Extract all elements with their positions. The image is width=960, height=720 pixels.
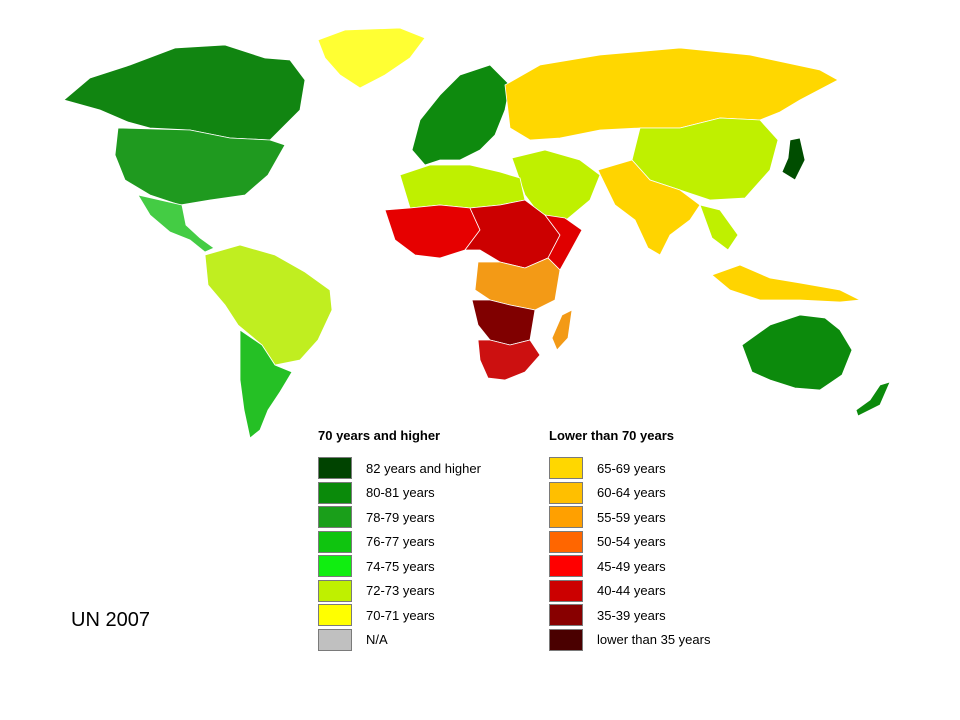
legend-item: 60-64 years: [549, 481, 710, 506]
region-australia: [741, 314, 853, 391]
region-south-africa: [477, 339, 541, 381]
legend-label: 76-77 years: [366, 534, 435, 550]
legend-label: 80-81 years: [366, 485, 435, 501]
legend-swatch: [549, 530, 583, 553]
region-russia: [504, 47, 839, 141]
legend-item: 78-79 years: [318, 505, 481, 530]
legend-item: 55-59 years: [549, 505, 710, 530]
legend-swatch: [318, 481, 352, 504]
legend-item: N/A: [318, 628, 481, 653]
region-canada-alaska: [63, 44, 306, 141]
region-chile-argentina: [239, 329, 293, 439]
legend-label: 55-59 years: [597, 509, 666, 525]
legend-label: 70-71 years: [366, 607, 435, 623]
legend-label: 72-73 years: [366, 583, 435, 599]
region-north-africa: [399, 164, 526, 209]
legend-swatch: [549, 604, 583, 627]
legend-swatch: [318, 506, 352, 529]
legend-item: lower than 35 years: [549, 628, 710, 653]
legend-low-items: 65-69 years 60-64 years 55-59 years 50-54 y…: [549, 456, 710, 652]
legend-item: 74-75 years: [318, 554, 481, 579]
world-map: [63, 27, 891, 439]
region-madagascar: [551, 309, 573, 351]
source-label: UN 2007: [71, 609, 150, 631]
region-south-america-north: [204, 244, 333, 366]
legend-label: 35-39 years: [597, 607, 666, 623]
region-south-asia: [597, 159, 701, 256]
legend-label: 40-44 years: [597, 583, 666, 599]
legend-label: N/A: [366, 632, 388, 648]
legend-item: 45-49 years: [549, 554, 710, 579]
legend-swatch: [549, 506, 583, 529]
legend-swatch: [318, 579, 352, 602]
legend-label: lower than 35 years: [597, 632, 711, 648]
legend-swatch: [318, 457, 352, 480]
legend-item: 40-44 years: [549, 579, 710, 604]
region-mexico-central-america: [137, 194, 215, 253]
legend-high: 70 years and higher 82 years and higher 8…: [318, 428, 481, 652]
legend-swatch: [549, 555, 583, 578]
region-japan: [781, 137, 806, 181]
region-indonesia: [711, 264, 862, 303]
legend-swatch: [549, 481, 583, 504]
region-greenland: [317, 27, 426, 89]
legend-swatch: [318, 604, 352, 627]
legend-low-title: Lower than 70 years: [549, 428, 674, 443]
legend-item: 76-77 years: [318, 530, 481, 555]
region-new-zealand: [855, 381, 891, 417]
legend-high-items: 82 years and higher 80-81 years 78-79 year…: [318, 456, 481, 652]
region-angola-zambia: [474, 257, 561, 311]
legend-swatch: [549, 628, 583, 651]
legend-label: 60-64 years: [597, 485, 666, 501]
legend-item: 80-81 years: [318, 481, 481, 506]
legend-item: 50-54 years: [549, 530, 710, 555]
legend-swatch: [549, 457, 583, 480]
legend-label: 50-54 years: [597, 534, 666, 550]
legend-label: 82 years and higher: [366, 460, 481, 476]
legend-swatch: [318, 530, 352, 553]
legend-item: 65-69 years: [549, 456, 710, 481]
legend-swatch: [318, 628, 352, 651]
legend-swatch: [318, 555, 352, 578]
legend-high-title: 70 years and higher: [318, 428, 441, 443]
legend-low: Lower than 70 years 65-69 years 60-64 yea…: [549, 428, 710, 652]
legend-item: 82 years and higher: [318, 456, 481, 481]
region-usa: [114, 127, 286, 206]
legend-label: 45-49 years: [597, 558, 666, 574]
legend-item: 72-73 years: [318, 579, 481, 604]
region-southeast-asia: [699, 204, 739, 251]
legend-label: 65-69 years: [597, 460, 666, 476]
legend-swatch: [549, 579, 583, 602]
legend-label: 74-75 years: [366, 558, 435, 574]
region-east-africa: [544, 214, 583, 271]
legend-item: 70-71 years: [318, 603, 481, 628]
region-europe: [411, 64, 511, 166]
legend-label: 78-79 years: [366, 509, 435, 525]
legend-item: 35-39 years: [549, 603, 710, 628]
